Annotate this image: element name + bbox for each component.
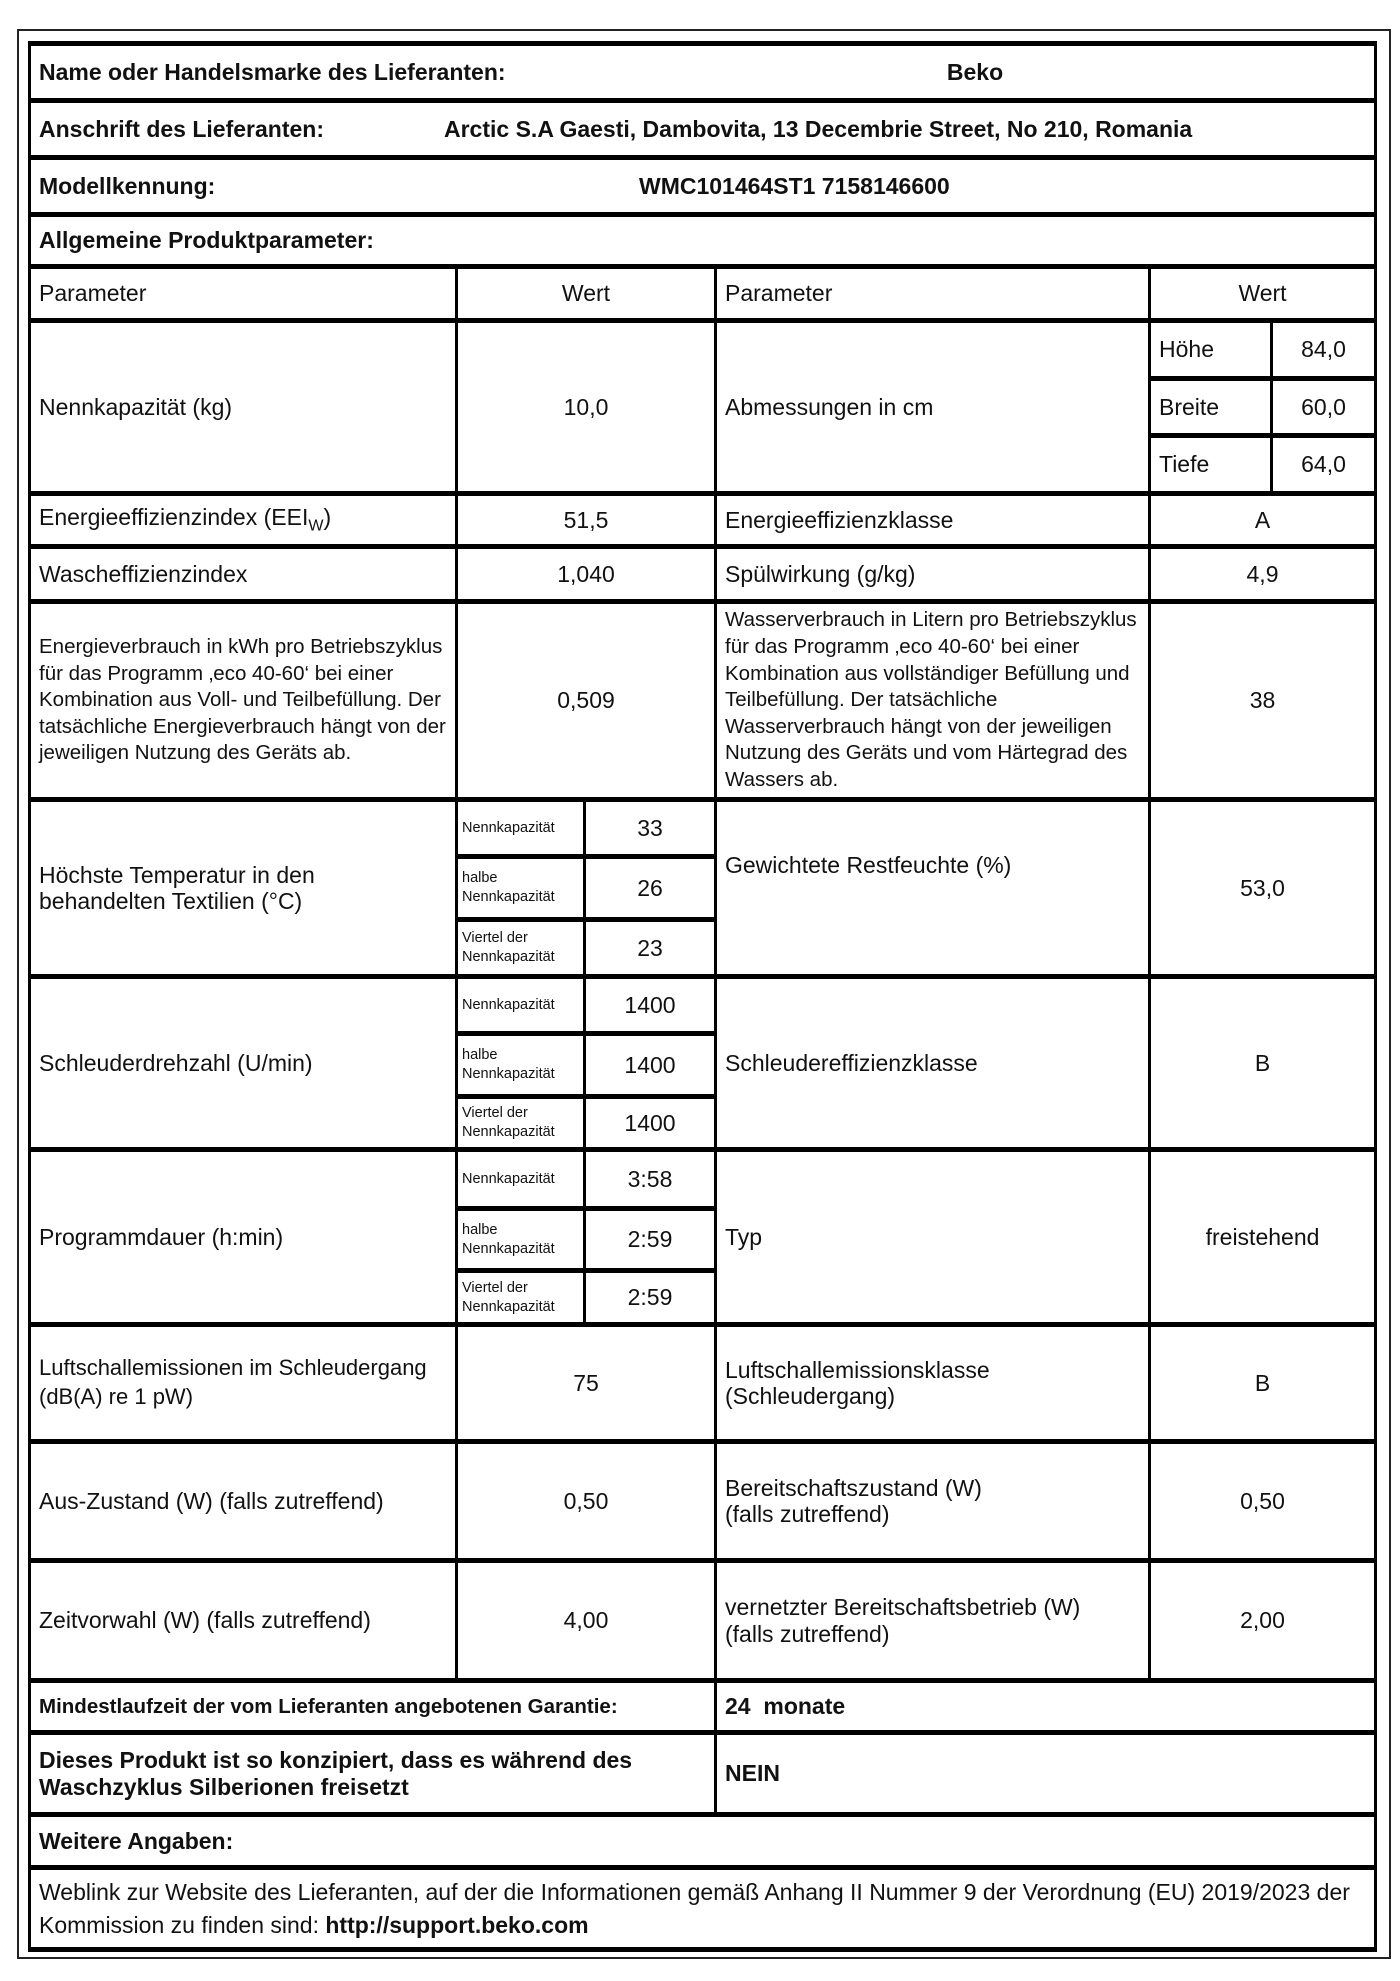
networked-standby-label: vernetzter Bereitschaftsbetrieb (W) (fall…	[714, 1558, 1151, 1683]
standby-label: Bereitschaftszustand (W) (falls zutreffen…	[714, 1439, 1151, 1563]
eei-sub: W	[308, 517, 324, 535]
header-parameter-2: Parameter	[714, 264, 1151, 323]
energy-consumption-label: Energieverbrauch in kWh pro Betriebszykl…	[28, 599, 458, 802]
duration-sub-label: Viertel der Nennkapazität	[455, 1268, 586, 1327]
product-information-sheet: Name oder Handelsmarke des Lieferanten: B…	[27, 41, 1378, 1952]
spin-class-label: Schleudereffizienzklasse	[714, 974, 1151, 1152]
capacity-value: 10,0	[455, 318, 717, 496]
dimension-width-value: 60,0	[1269, 376, 1378, 438]
duration-label: Programmdauer (h:min)	[28, 1147, 458, 1327]
eei-value: 51,5	[455, 491, 717, 549]
networked-standby-line1: vernetzter Bereitschaftsbetrieb (W)	[725, 1594, 1081, 1621]
wash-index-label: Wascheffizienzindex	[28, 544, 458, 604]
noise-label: Luftschallemissionen im Schleudergang (d…	[28, 1322, 458, 1444]
duration-sub-label: Nennkapazität	[455, 1147, 586, 1211]
dimension-depth-value: 64,0	[1269, 433, 1378, 496]
duration-sub-value: 2:59	[583, 1206, 717, 1273]
networked-standby-line2: (falls zutreffend)	[725, 1620, 890, 1647]
temperature-sub-value: 33	[583, 797, 717, 859]
standby-label-line2: (falls zutreffend)	[725, 1501, 890, 1527]
energy-consumption-value: 0,509	[455, 599, 717, 802]
wash-index-value: 1,040	[455, 544, 717, 604]
silver-ions-label: Dieses Produkt ist so konzipiert, dass e…	[28, 1730, 717, 1817]
header-value-2: Wert	[1147, 264, 1378, 323]
noise-class-value: B	[1147, 1322, 1378, 1444]
model-value: WMC101464ST1 7158146600	[639, 172, 950, 199]
general-title: Allgemeine Produktparameter:	[27, 212, 1378, 269]
dimension-height-label: Höhe	[1148, 318, 1273, 381]
temperature-label: Höchste Temperatur in den behandelten Te…	[28, 797, 458, 979]
model-row: Modellkennung: WMC101464ST1 7158146600	[27, 155, 1378, 217]
spin-class-value: B	[1147, 974, 1378, 1152]
off-mode-label: Aus-Zustand (W) (falls zutreffend)	[28, 1439, 458, 1563]
capacity-label: Nennkapazität (kg)	[28, 318, 458, 496]
guarantee-value: 24 monate	[713, 1678, 1378, 1735]
guarantee-label: Mindestlaufzeit der vom Lieferanten ange…	[28, 1678, 717, 1735]
rinse-label: Spülwirkung (g/kg)	[714, 544, 1151, 604]
type-label: Typ	[714, 1147, 1151, 1327]
water-consumption-value: 38	[1147, 599, 1378, 802]
dimension-height-value: 84,0	[1269, 318, 1378, 381]
eei-label: Energieeffizienzindex (EEIW)	[28, 491, 458, 549]
header-parameter: Parameter	[28, 264, 458, 323]
temperature-sub-value: 26	[583, 854, 717, 922]
header-row: Parameter Wert Parameter Wert	[28, 264, 1378, 323]
further-info-title: Weitere Angaben:	[27, 1812, 1378, 1870]
dimensions-label: Abmessungen in cm	[714, 318, 1151, 496]
energy-class-value: A	[1147, 491, 1378, 549]
support-link[interactable]: http://support.beko.com	[325, 1911, 589, 1938]
address-value: Arctic S.A Gaesti, Dambovita, 13 Decembr…	[444, 115, 1193, 142]
address-row: Anschrift des Lieferanten: Arctic S.A Gae…	[27, 98, 1378, 160]
type-value: freistehend	[1147, 1147, 1378, 1327]
duration-sub-label: halbe Nennkapazität	[455, 1206, 586, 1273]
noise-class-label: Luftschallemissionsklasse (Schleudergang…	[714, 1322, 1151, 1444]
spin-sub-label: Viertel der Nennkapazität	[455, 1094, 586, 1152]
spin-label: Schleuderdrehzahl (U/min)	[28, 974, 458, 1152]
spin-sub-label: Nennkapazität	[455, 974, 586, 1036]
weblink-cell: Weblink zur Website des Lieferanten, auf…	[27, 1865, 1378, 1952]
address-label: Anschrift des Lieferanten:	[39, 115, 324, 142]
supplier-value: Beko	[946, 58, 1004, 85]
moisture-value: 53,0	[1147, 797, 1378, 979]
dimension-depth-label: Tiefe	[1148, 433, 1273, 496]
delay-start-value: 4,00	[455, 1558, 717, 1683]
dimension-width-label: Breite	[1148, 376, 1273, 438]
duration-sub-value: 2:59	[583, 1268, 717, 1327]
networked-standby-value: 2,00	[1147, 1558, 1378, 1683]
eei-close: )	[323, 504, 332, 530]
standby-value: 0,50	[1147, 1439, 1378, 1563]
noise-value: 75	[455, 1322, 717, 1444]
water-consumption-label: Wasserverbrauch in Litern pro Betriebszy…	[714, 599, 1151, 802]
energy-class-label: Energieeffizienzklasse	[714, 491, 1151, 549]
off-mode-value: 0,50	[455, 1439, 717, 1563]
spin-sub-value: 1400	[583, 974, 717, 1036]
spin-sub-label: halbe Nennkapazität	[455, 1031, 586, 1099]
header-value: Wert	[455, 264, 717, 323]
standby-label-line1: Bereitschaftszustand (W)	[725, 1474, 982, 1501]
temperature-sub-label: Nennkapazität	[455, 797, 586, 859]
silver-ions-value: NEIN	[713, 1730, 1378, 1817]
spin-sub-value: 1400	[583, 1094, 717, 1152]
moisture-label: Gewichtete Restfeuchte (%)	[714, 797, 1151, 979]
model-label: Modellkennung:	[39, 172, 216, 199]
rinse-value: 4,9	[1147, 544, 1378, 604]
supplier-label: Name oder Handelsmarke des Lieferanten:	[39, 58, 506, 85]
temperature-sub-value: 23	[583, 917, 717, 979]
eei-label-text: Energieeffizienzindex (EEI	[39, 504, 309, 530]
duration-sub-value: 3:58	[583, 1147, 717, 1211]
temperature-sub-label: Viertel der Nennkapazität	[455, 917, 586, 979]
spin-sub-value: 1400	[583, 1031, 717, 1099]
temperature-sub-label: halbe Nennkapazität	[455, 854, 586, 922]
page-border	[17, 29, 1391, 1959]
supplier-row: Name oder Handelsmarke des Lieferanten: B…	[27, 41, 1378, 103]
delay-start-label: Zeitvorwahl (W) (falls zutreffend)	[28, 1558, 458, 1683]
weblink-text: Weblink zur Website des Lieferanten, auf…	[39, 1879, 1350, 1938]
